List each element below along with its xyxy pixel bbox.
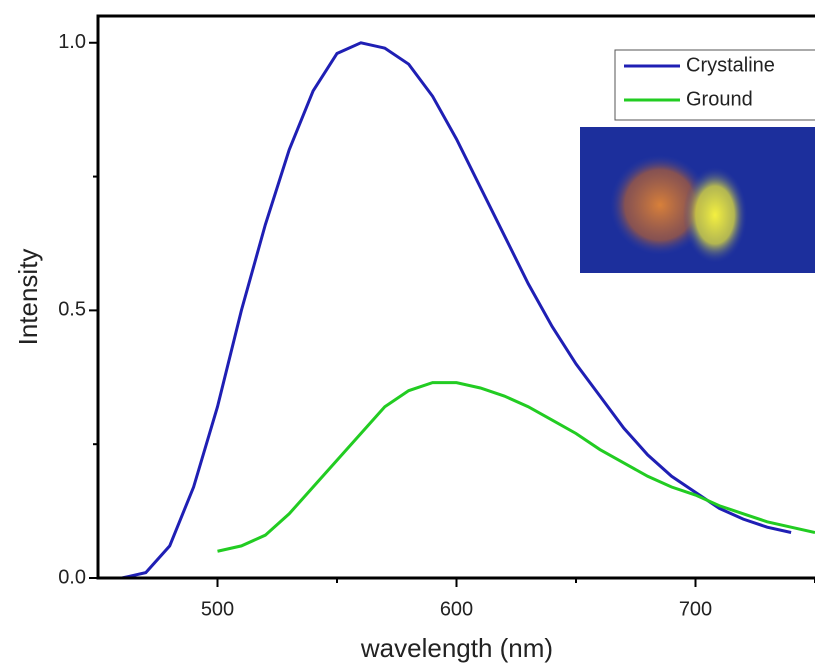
inset-photo bbox=[580, 127, 815, 273]
legend-label: Crystaline bbox=[686, 54, 775, 76]
legend-label: Ground bbox=[686, 88, 753, 110]
y-tick-label: 0.0 bbox=[58, 566, 86, 588]
y-tick-label: 0.5 bbox=[58, 299, 86, 321]
x-tick-label: 600 bbox=[440, 598, 473, 620]
x-tick-label: 700 bbox=[679, 598, 712, 620]
x-axis-label: wavelength (nm) bbox=[360, 633, 553, 663]
legend-box bbox=[614, 49, 815, 121]
x-tick-label: 500 bbox=[201, 598, 234, 620]
plot-frame bbox=[96, 14, 815, 580]
line-series bbox=[121, 41, 792, 580]
line-series bbox=[217, 381, 815, 553]
y-tick-label: 1.0 bbox=[58, 31, 86, 53]
y-axis-label: Intensity bbox=[13, 249, 43, 346]
